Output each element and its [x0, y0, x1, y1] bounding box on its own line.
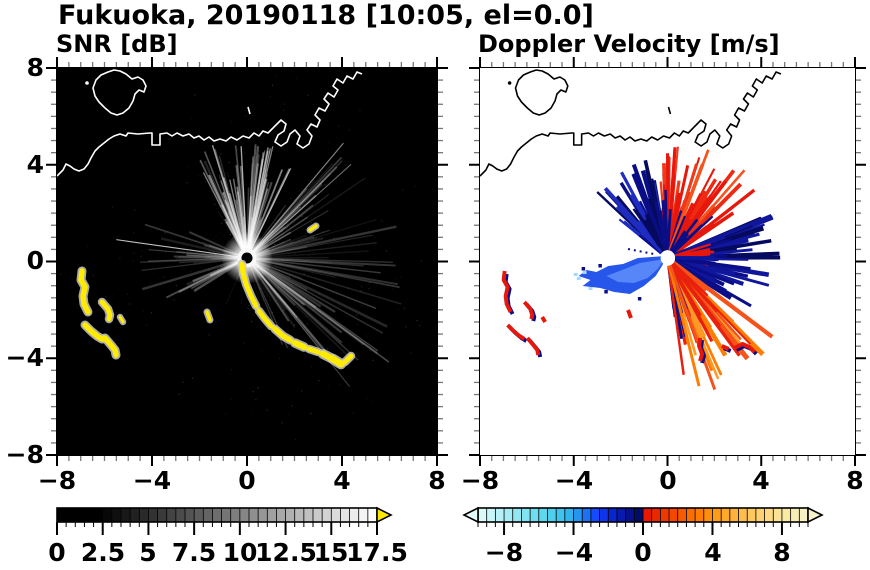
- x-tick-label: 8: [428, 466, 446, 495]
- snr-ppi-plot: [46, 57, 448, 466]
- radar-site-dot: [660, 251, 675, 265]
- doppler-ppi-plot: [469, 57, 866, 466]
- colorbar-segments: [56, 507, 378, 523]
- doppler-colorbar-label: 0: [634, 538, 652, 567]
- x-tick-label: −8: [37, 466, 77, 495]
- colorbar-segments: [477, 507, 809, 523]
- snr-colorbar-label: 10: [222, 538, 258, 567]
- x-tick-label: −8: [460, 466, 500, 495]
- islet-dot: [85, 81, 89, 85]
- y-tick-label: −8: [5, 440, 44, 469]
- snr-colorbar-label: 2.5: [80, 538, 126, 567]
- y-tick-label: 0: [26, 246, 44, 275]
- x-tick-label: 0: [659, 466, 677, 495]
- y-tick-label: 4: [26, 150, 44, 179]
- y-tick-label: −4: [5, 343, 44, 372]
- figure-title: Fukuoka, 20190118 [10:05, el=0.0]: [58, 0, 594, 31]
- snr-strong-echoes: [76, 222, 356, 370]
- x-tick-label: −4: [132, 466, 172, 495]
- snr-data-area: [57, 68, 437, 455]
- y-tick-label: 8: [26, 53, 44, 82]
- snr-colorbar: [56, 506, 393, 535]
- doppler-patch-echoes: [501, 270, 758, 364]
- snr-colorbar-label: 12.5: [255, 538, 317, 567]
- x-tick-label: 4: [752, 466, 770, 495]
- islet-dot: [507, 81, 512, 85]
- snr-colorbar-label: 0: [48, 538, 66, 567]
- colorbar-ticks: [56, 522, 378, 535]
- x-tick-label: 0: [238, 466, 256, 495]
- beam-shadow: [57, 93, 247, 258]
- over-range-arrow: [376, 506, 393, 524]
- shore-mark: [247, 106, 251, 115]
- colorbar-ticks: [477, 522, 809, 535]
- doppler-colorbar-label: −8: [484, 538, 524, 567]
- doppler-colorbar-label: −4: [554, 538, 594, 567]
- snr-colorbar-label: 5: [139, 538, 157, 567]
- coastline-path: [480, 71, 782, 177]
- doppler-velocity-streaks: [596, 146, 781, 391]
- doppler-colorbar-label: 8: [773, 538, 791, 567]
- doppler-data-area: [480, 68, 855, 455]
- x-tick-label: −4: [554, 466, 594, 495]
- doppler-colorbar: [462, 506, 824, 535]
- doppler-panel-title: Doppler Velocity [m/s]: [478, 30, 780, 58]
- coastline-path: [57, 71, 363, 177]
- shore-mark: [667, 106, 672, 115]
- snr-colorbar-label: 15: [313, 538, 349, 567]
- doppler-colorbar-label: 4: [704, 538, 722, 567]
- island-outline: [514, 69, 569, 116]
- x-tick-label: 4: [333, 466, 351, 495]
- island-outline: [92, 69, 147, 116]
- under-range-arrow: [462, 506, 479, 524]
- beam-shadow: [159, 258, 247, 455]
- snr-colorbar-label: 17.5: [346, 538, 408, 567]
- beam-shadow: [57, 258, 247, 455]
- snr-panel-title: SNR [dB]: [56, 30, 178, 58]
- over-range-arrow: [807, 506, 824, 524]
- snr-colorbar-label: 7.5: [171, 538, 217, 567]
- x-tick-label: 8: [846, 466, 864, 495]
